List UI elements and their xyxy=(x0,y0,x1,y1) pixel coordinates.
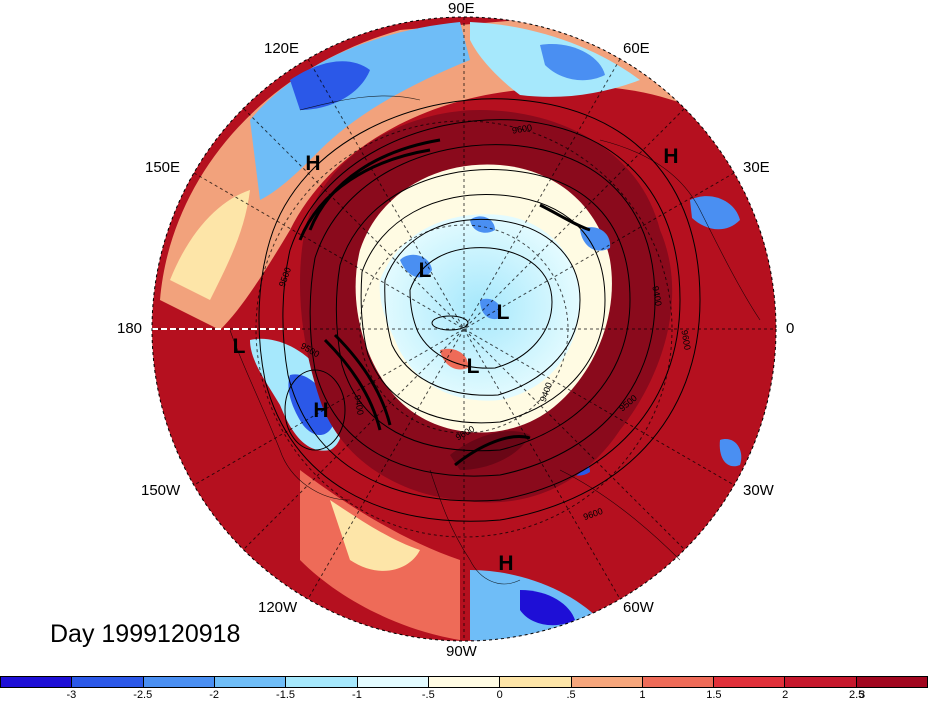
lon-label-150w: 150W xyxy=(141,482,181,499)
low-pressure-marker: L xyxy=(232,335,246,358)
colorbar-segment xyxy=(714,677,786,687)
low-pressure-marker: L xyxy=(466,355,480,378)
lon-label-120w: 120W xyxy=(258,599,298,616)
day-title: Day 1999120918 xyxy=(50,620,241,648)
colorbar-segment xyxy=(500,677,572,687)
lon-label-30e: 30E xyxy=(743,159,770,176)
colorbar-tick-label: -1 xyxy=(352,689,362,701)
lon-label-60e: 60E xyxy=(623,40,650,57)
low-pressure-marker: L xyxy=(418,259,432,282)
lon-label-0: 0 xyxy=(786,320,795,337)
colorbar-segment xyxy=(357,677,429,687)
colorbar-tick-label: 2.5 xyxy=(848,689,865,701)
colorbar-tick-label: 3 xyxy=(858,689,866,701)
colorbar-tick-label: -2.5 xyxy=(133,689,153,701)
lon-label-90e: 90E xyxy=(448,0,475,17)
lon-label-150e: 150E xyxy=(145,159,181,176)
colorbar-segment xyxy=(428,677,501,687)
colorbar-segment xyxy=(143,677,215,687)
high-pressure-marker: H xyxy=(498,552,514,575)
low-pressure-marker: L xyxy=(496,301,510,324)
lon-label-180: 180 xyxy=(117,320,143,337)
colorbar-tick-label: -2 xyxy=(209,689,220,701)
colorbar-tick-label: -3 xyxy=(66,689,77,701)
colorbar-tick-label: .5 xyxy=(566,689,576,701)
colorbar xyxy=(0,676,928,688)
colorbar-segment xyxy=(1,677,73,687)
colorbar-segment xyxy=(72,677,144,687)
lon-label-30w: 30W xyxy=(743,482,774,499)
high-pressure-marker: H xyxy=(313,399,329,422)
colorbar-tick-label: 2 xyxy=(782,689,789,701)
colorbar-segment xyxy=(785,677,857,687)
colorbar-tick-label: 0 xyxy=(496,689,503,701)
colorbar-segment xyxy=(642,677,715,687)
lon-label-120e: 120E xyxy=(264,40,300,57)
high-pressure-marker: H xyxy=(305,152,321,175)
colorbar-segment xyxy=(214,677,287,687)
colorbar-tick-label: 1 xyxy=(639,689,646,701)
lon-label-60w: 60W xyxy=(623,599,654,616)
lon-label-90w: 90W xyxy=(446,643,477,660)
high-pressure-marker: H xyxy=(663,145,679,168)
colorbar-segment xyxy=(571,677,643,687)
colorbar-tick-label: 1.5 xyxy=(706,689,722,701)
colorbar-tick-label: -.5 xyxy=(421,689,435,701)
colorbar-segment xyxy=(856,677,928,687)
colorbar-tick-label: -1.5 xyxy=(276,689,296,701)
colorbar-segment xyxy=(286,677,358,687)
